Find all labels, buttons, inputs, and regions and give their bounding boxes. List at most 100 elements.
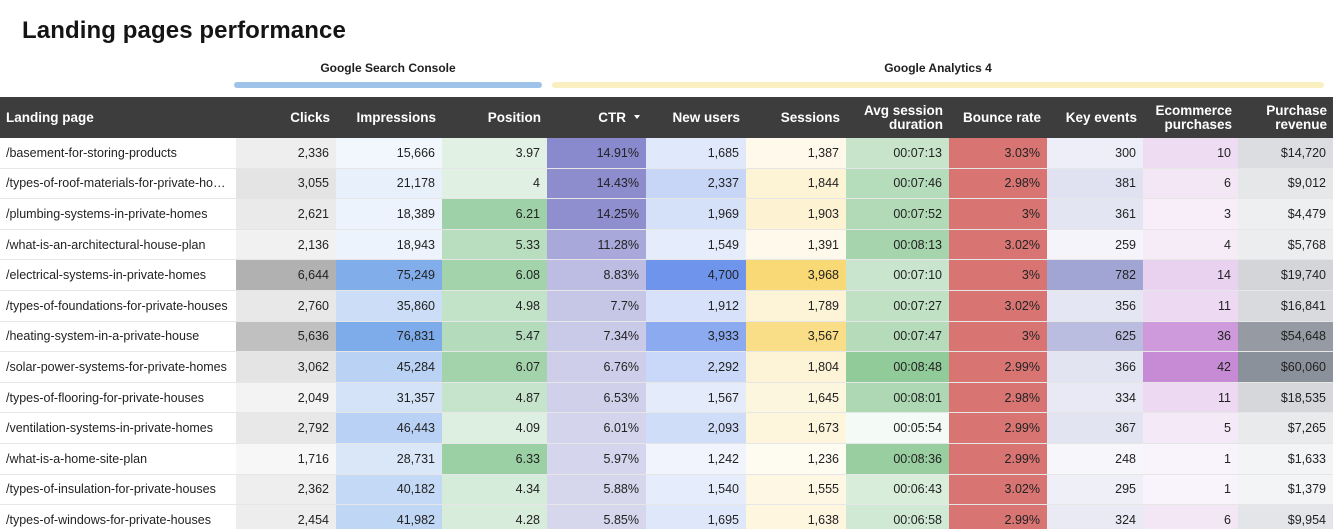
landing-page-cell[interactable]: /types-of-insulation-for-private-houses	[0, 474, 236, 506]
column-header-label: Position	[487, 109, 541, 125]
column-header-impressions[interactable]: Impressions	[336, 97, 442, 138]
ecommerce-purchases-cell: 1	[1143, 443, 1238, 475]
ctr-cell: 5.97%	[547, 443, 646, 475]
landing-page-cell[interactable]: /types-of-foundations-for-private-houses	[0, 290, 236, 322]
landing-page-cell[interactable]: /electrical-systems-in-private-homes	[0, 259, 236, 291]
purchase-revenue-cell: $60,060	[1238, 351, 1333, 383]
avg-session-duration-cell: 00:06:43	[846, 474, 949, 506]
column-header-bounce-rate[interactable]: Bounce rate	[949, 97, 1047, 138]
impressions-cell: 18,389	[336, 198, 442, 230]
column-header-label: Avg session duration	[863, 102, 943, 132]
key-events-cell: 782	[1047, 259, 1143, 291]
column-header-ecommerce-purchases[interactable]: Ecommerce purchases	[1143, 97, 1238, 138]
ctr-cell: 14.43%	[547, 168, 646, 200]
landing-page-cell[interactable]: /types-of-windows-for-private-houses	[0, 504, 236, 529]
landing-page-cell[interactable]: /plumbing-systems-in-private-homes	[0, 198, 236, 230]
new-users-cell: 1,540	[646, 474, 746, 506]
table-row[interactable]: /types-of-insulation-for-private-houses 2…	[0, 474, 1333, 506]
ctr-cell: 6.76%	[547, 351, 646, 383]
purchase-revenue-cell: $9,012	[1238, 168, 1333, 200]
ecommerce-purchases-cell: 6	[1143, 504, 1238, 529]
ctr-cell: 7.7%	[547, 290, 646, 322]
landing-page-cell[interactable]: /types-of-roof-materials-for-private-hou…	[0, 168, 236, 200]
landing-page-cell[interactable]: /heating-system-in-a-private-house	[0, 321, 236, 353]
table-row[interactable]: /electrical-systems-in-private-homes 6,64…	[0, 259, 1333, 291]
column-header-label: New users	[672, 109, 740, 125]
sessions-cell: 1,387	[746, 138, 846, 169]
column-header-avg-session-duration[interactable]: Avg session duration	[846, 97, 949, 138]
impressions-cell: 40,182	[336, 474, 442, 506]
avg-session-duration-cell: 00:08:01	[846, 382, 949, 414]
impressions-cell: 45,284	[336, 351, 442, 383]
table-row[interactable]: /types-of-roof-materials-for-private-hou…	[0, 168, 1333, 200]
avg-session-duration-cell: 00:08:36	[846, 443, 949, 475]
bounce-rate-cell: 2.99%	[949, 504, 1047, 529]
ecommerce-purchases-cell: 11	[1143, 382, 1238, 414]
column-header-new-users[interactable]: New users	[646, 97, 746, 138]
landing-page-cell[interactable]: /what-is-an-architectural-house-plan	[0, 229, 236, 261]
impressions-cell: 76,831	[336, 321, 442, 353]
table-row[interactable]: /what-is-a-home-site-plan 1,716 28,731 6.33…	[0, 443, 1333, 475]
column-header-clicks[interactable]: Clicks	[236, 97, 336, 138]
impressions-cell: 31,357	[336, 382, 442, 414]
bounce-rate-cell: 3%	[949, 321, 1047, 353]
ecommerce-purchases-cell: 1	[1143, 474, 1238, 506]
impressions-cell: 41,982	[336, 504, 442, 529]
table-row[interactable]: /solar-power-systems-for-private-homes 3,…	[0, 351, 1333, 383]
landing-page-cell[interactable]: /solar-power-systems-for-private-homes	[0, 351, 236, 383]
column-header-label: Purchase revenue	[1266, 102, 1327, 132]
group-bar-analytics	[552, 82, 1324, 88]
column-header-sessions[interactable]: Sessions	[746, 97, 846, 138]
table-row[interactable]: /ventilation-systems-in-private-homes 2,7…	[0, 412, 1333, 444]
column-header-landing-page[interactable]: Landing page	[0, 97, 236, 138]
table-row[interactable]: /types-of-flooring-for-private-houses 2,0…	[0, 382, 1333, 414]
impressions-cell: 21,178	[336, 168, 442, 200]
column-header-ctr[interactable]: CTR	[547, 97, 646, 138]
ecommerce-purchases-cell: 11	[1143, 290, 1238, 322]
table-row[interactable]: /types-of-foundations-for-private-houses…	[0, 290, 1333, 322]
landing-page-cell[interactable]: /ventilation-systems-in-private-homes	[0, 412, 236, 444]
ctr-cell: 14.25%	[547, 198, 646, 230]
position-cell: 6.07	[442, 351, 547, 383]
avg-session-duration-cell: 00:07:13	[846, 138, 949, 169]
position-cell: 6.08	[442, 259, 547, 291]
landing-page-cell[interactable]: /what-is-a-home-site-plan	[0, 443, 236, 475]
table-row[interactable]: /types-of-windows-for-private-houses 2,45…	[0, 504, 1333, 529]
key-events-cell: 248	[1047, 443, 1143, 475]
new-users-cell: 2,337	[646, 168, 746, 200]
new-users-cell: 1,567	[646, 382, 746, 414]
landing-page-cell[interactable]: /basement-for-storing-products	[0, 138, 236, 169]
column-header-label: Landing page	[6, 109, 94, 125]
key-events-cell: 334	[1047, 382, 1143, 414]
purchase-revenue-cell: $54,648	[1238, 321, 1333, 353]
purchase-revenue-cell: $1,633	[1238, 443, 1333, 475]
clicks-cell: 2,792	[236, 412, 336, 444]
bounce-rate-cell: 2.98%	[949, 168, 1047, 200]
column-header-purchase-revenue[interactable]: Purchase revenue	[1238, 97, 1333, 138]
clicks-cell: 2,049	[236, 382, 336, 414]
sessions-cell: 1,804	[746, 351, 846, 383]
group-label-search-console: Google Search Console	[320, 61, 456, 75]
table-row[interactable]: /plumbing-systems-in-private-homes 2,621 1…	[0, 198, 1333, 230]
position-cell: 4.98	[442, 290, 547, 322]
new-users-cell: 1,912	[646, 290, 746, 322]
avg-session-duration-cell: 00:08:13	[846, 229, 949, 261]
column-header-key-events[interactable]: Key events	[1047, 97, 1143, 138]
position-cell: 4.09	[442, 412, 547, 444]
sessions-cell: 3,567	[746, 321, 846, 353]
column-header-position[interactable]: Position	[442, 97, 547, 138]
ecommerce-purchases-cell: 36	[1143, 321, 1238, 353]
landing-page-cell[interactable]: /types-of-flooring-for-private-houses	[0, 382, 236, 414]
purchase-revenue-cell: $14,720	[1238, 138, 1333, 169]
sessions-cell: 1,645	[746, 382, 846, 414]
sessions-cell: 1,236	[746, 443, 846, 475]
group-header-search-console: Google Search Console	[234, 60, 542, 88]
group-header-analytics: Google Analytics 4	[552, 60, 1324, 88]
table-row[interactable]: /basement-for-storing-products 2,336 15,66…	[0, 138, 1333, 169]
table-row[interactable]: /heating-system-in-a-private-house 5,636 7…	[0, 321, 1333, 353]
position-cell: 4.87	[442, 382, 547, 414]
table-row[interactable]: /what-is-an-architectural-house-plan 2,13…	[0, 229, 1333, 261]
clicks-cell: 2,336	[236, 138, 336, 169]
column-header-label: Ecommerce purchases	[1155, 102, 1232, 132]
bounce-rate-cell: 3.03%	[949, 138, 1047, 169]
